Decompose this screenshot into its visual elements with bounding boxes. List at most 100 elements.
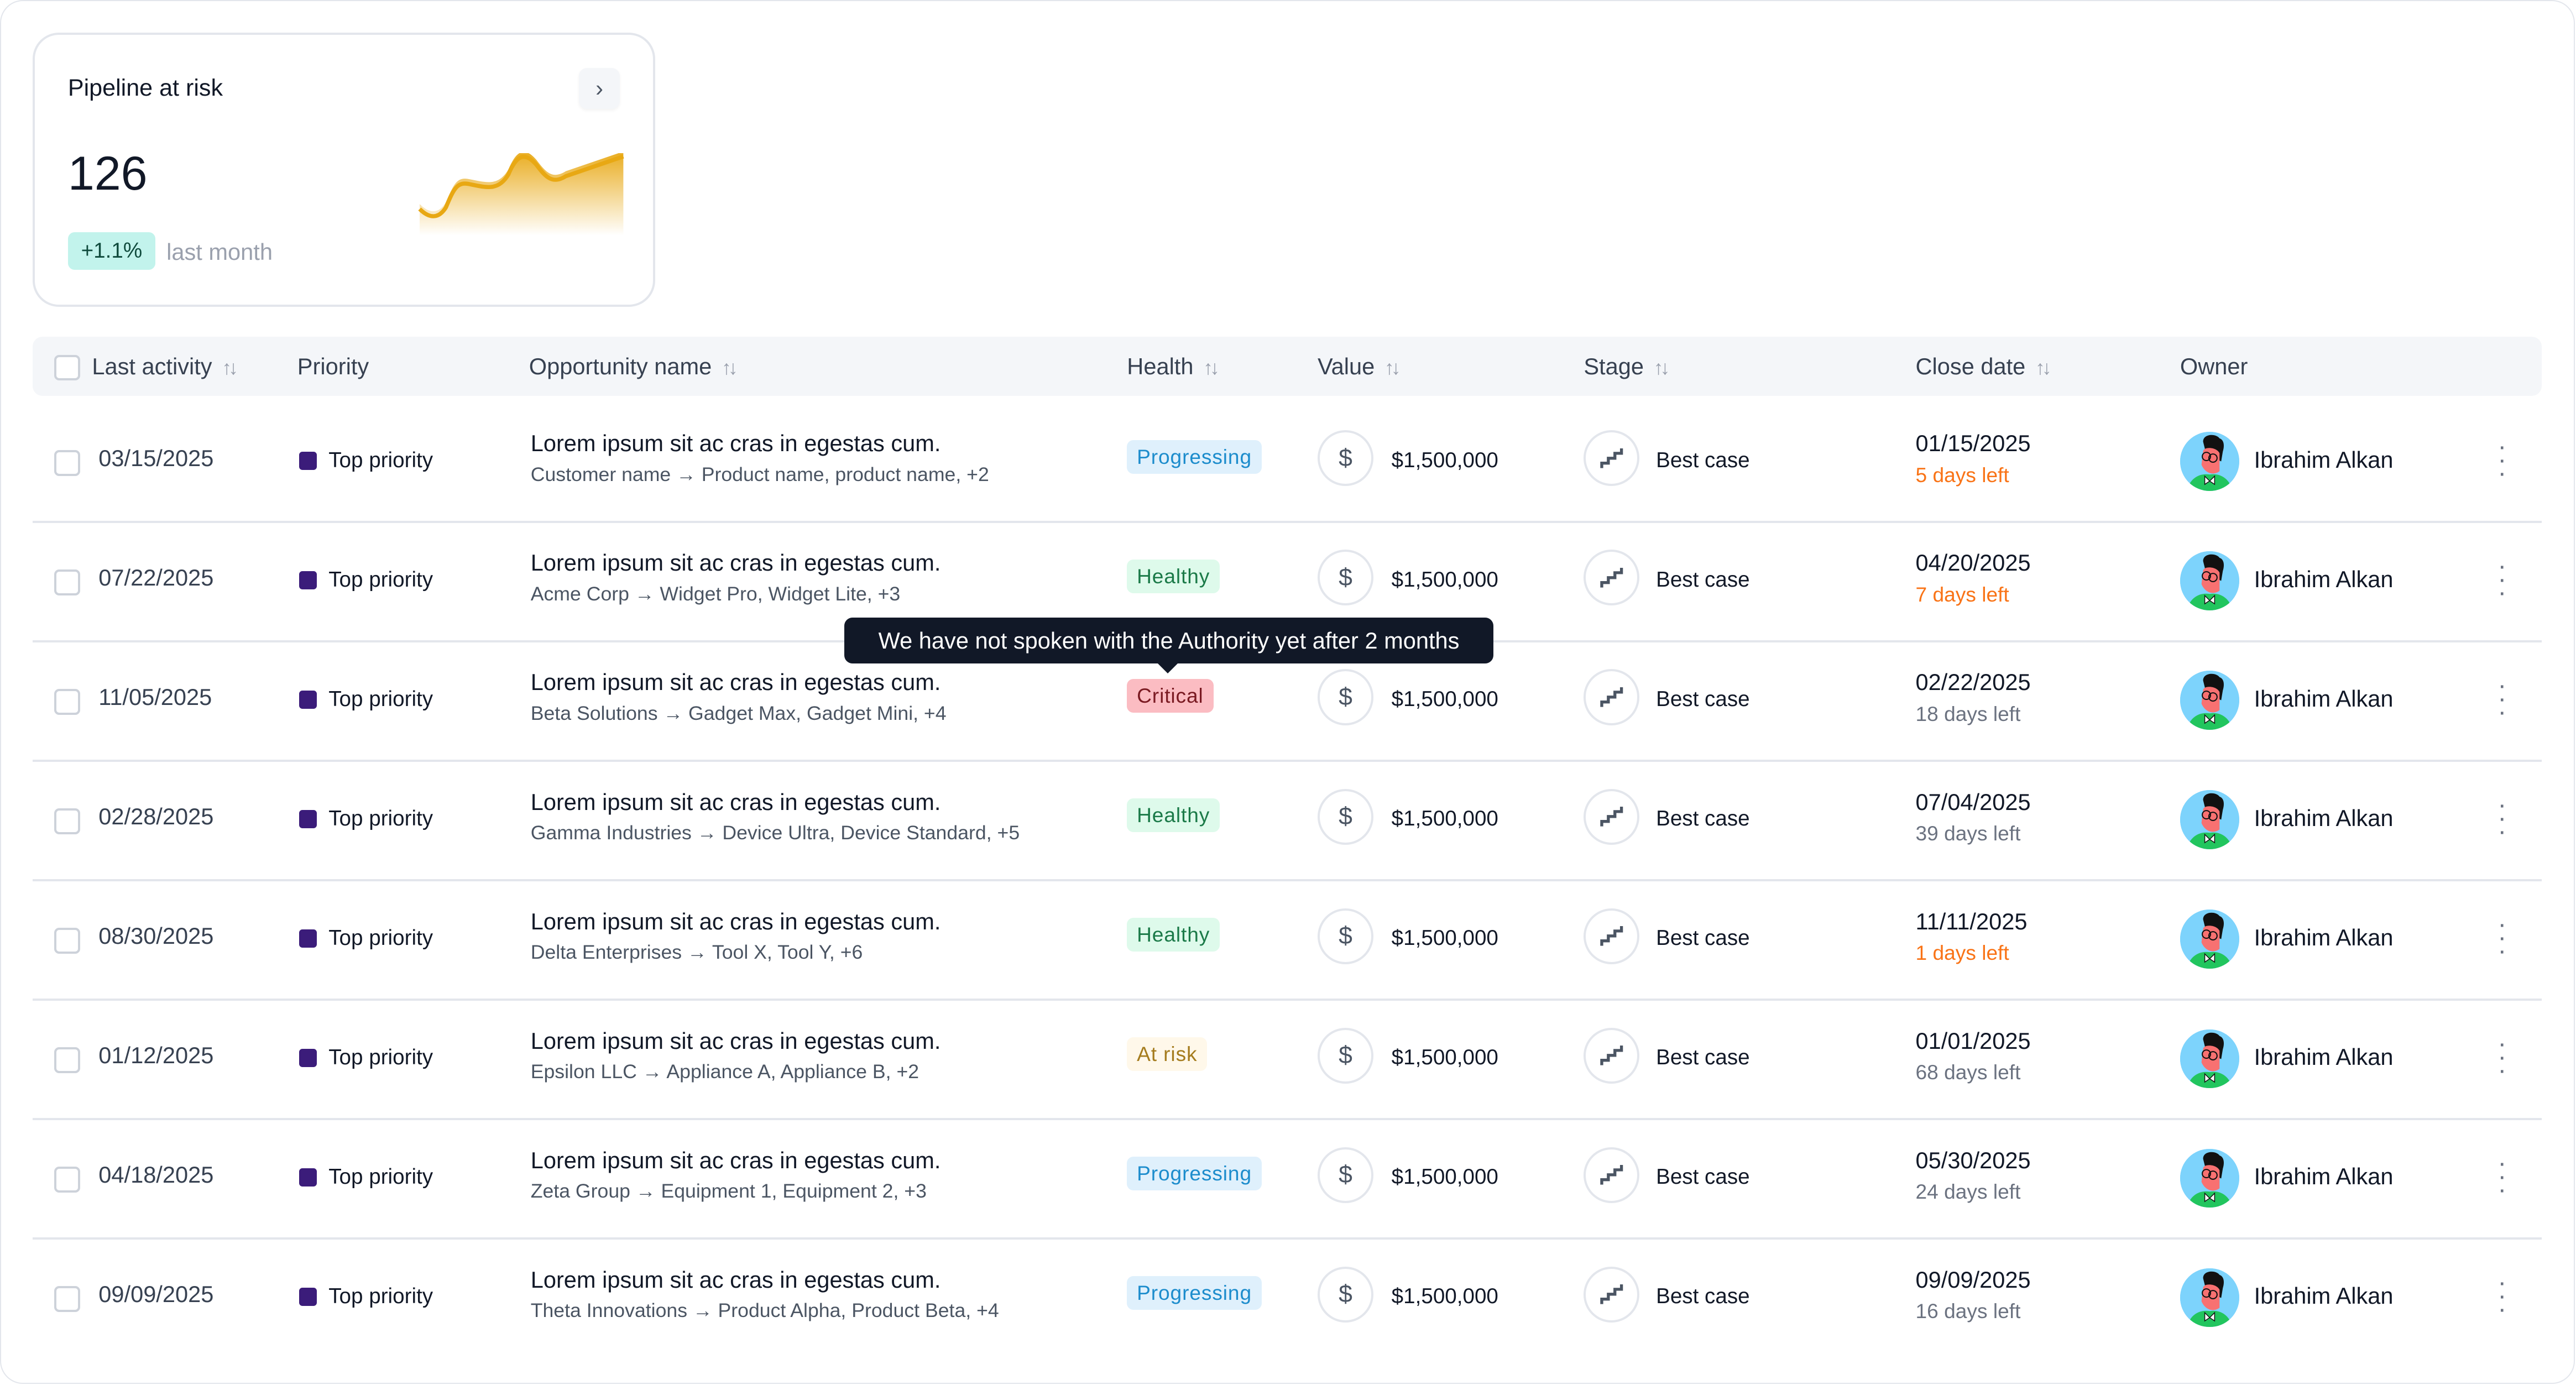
more-options-icon[interactable]: · · · [2497,910,2507,965]
opportunity-name[interactable]: Lorem ipsum sit ac cras in egestas cum. [530,669,941,696]
table-row[interactable]: 11/05/2025 Top priority Lorem ipsum sit ac… [33,641,2542,762]
opportunity-products: Acme Corp → Widget Pro, Widget Lite, +3 [530,582,901,605]
stage-label: Best case [1656,568,1750,592]
row-checkbox[interactable] [54,689,80,715]
column-header-owner: Owner [2180,353,2248,380]
table-row[interactable]: 02/28/2025 Top priority Lorem ipsum sit ac… [33,761,2542,881]
opportunity-products: Zeta Group → Equipment 1, Equipment 2, +… [530,1179,927,1202]
priority-label: Top priority [328,1046,433,1070]
opportunity-name[interactable]: Lorem ipsum sit ac cras in egestas cum. [530,1266,941,1293]
health-badge[interactable]: Healthy [1127,798,1220,833]
more-options-icon[interactable]: · · · [2497,551,2507,607]
owner-avatar [2180,432,2239,492]
days-left: 7 days left [1915,582,2009,606]
health-badge[interactable]: Progressing [1127,1276,1262,1310]
table-row[interactable]: 09/09/2025 Top priority Lorem ipsum sit ac… [33,1238,2541,1357]
more-options-icon[interactable]: · · · [2497,1148,2507,1204]
more-options-icon[interactable]: · · · [2497,1029,2507,1085]
opportunity-products: Theta Innovations → Product Alpha, Produ… [530,1299,999,1321]
last-activity: 11/05/2025 [98,684,212,710]
column-header-close-date[interactable]: Close date ↑↓ [1916,353,2052,380]
stairs-icon [1584,430,1640,487]
health-badge[interactable]: Healthy [1127,560,1220,594]
row-checkbox[interactable] [54,450,80,476]
table-row[interactable]: 01/12/2025 Top priority Lorem ipsum sit ac… [33,1000,2542,1120]
column-header-opportunity-name[interactable]: Opportunity name ↑↓ [529,353,738,380]
opportunity-name[interactable]: Lorem ipsum sit ac cras in egestas cum. [530,550,941,576]
row-checkbox[interactable] [54,808,80,834]
owner-avatar [2180,790,2239,850]
close-date: 01/01/2025 [1915,1027,2031,1054]
close-date: 02/22/2025 [1915,669,2031,696]
row-checkbox[interactable] [54,1286,80,1312]
health-badge[interactable]: Critical [1127,679,1214,713]
opportunity-name[interactable]: Lorem ipsum sit ac cras in egestas cum. [530,908,941,934]
column-header-label: Stage [1584,353,1644,379]
table-header: Last activity ↑↓ Priority Opportunity name ↑… [33,337,2542,396]
row-checkbox[interactable] [54,1167,80,1193]
stairs-icon [1584,1027,1640,1084]
days-left: 16 days left [1915,1299,2021,1323]
health-badge[interactable]: Healthy [1127,918,1220,952]
column-header-label: Owner [2180,353,2248,379]
sort-icon[interactable]: ↑↓ [1653,356,1670,379]
stage-label: Best case [1656,1165,1750,1189]
chevron-right-icon: › [595,75,603,101]
health-badge[interactable]: Progressing [1127,440,1262,474]
last-activity: 03/15/2025 [98,445,214,472]
priority-label: Top priority [328,448,433,473]
priority-icon [299,1288,317,1306]
table-row[interactable]: 03/15/2025 Top priority Lorem ipsum sit ac… [33,403,2542,523]
last-activity: 07/22/2025 [98,565,214,591]
opportunity-name[interactable]: Lorem ipsum sit ac cras in egestas cum. [530,788,941,815]
column-header-health[interactable]: Health ↑↓ [1127,353,1220,380]
health-badge[interactable]: At risk [1127,1037,1208,1072]
priority-label: Top priority [328,687,433,712]
sort-icon[interactable]: ↑↓ [722,356,738,379]
table-row[interactable]: 08/30/2025 Top priority Lorem ipsum sit ac… [33,880,2542,1001]
table-row[interactable]: 07/22/2025 Top priority Lorem ipsum sit ac… [33,522,2542,642]
close-date: 11/11/2025 [1915,908,2028,934]
days-left: 24 days left [1915,1179,2021,1203]
column-header-value[interactable]: Value ↑↓ [1318,353,1401,380]
health-badge[interactable]: Progressing [1127,1157,1262,1191]
opportunity-name[interactable]: Lorem ipsum sit ac cras in egestas cum. [530,430,941,457]
sort-icon[interactable]: ↑↓ [2035,356,2052,379]
owner-name: Ibrahim Alkan [2254,686,2394,712]
kpi-card-pipeline-at-risk: Pipeline at risk › 126 +1.1% last month [33,33,655,307]
stage-label: Best case [1656,448,1750,473]
column-header-stage[interactable]: Stage ↑↓ [1584,353,1670,380]
sort-icon[interactable]: ↑↓ [1203,356,1220,379]
more-options-icon[interactable]: · · · [2497,1268,2507,1324]
opportunity-value: $1,500,000 [1391,687,1498,712]
close-date: 04/20/2025 [1915,550,2031,576]
sparkline-line [418,154,624,219]
owner-name: Ibrahim Alkan [2254,1044,2394,1070]
sort-icon[interactable]: ↑↓ [222,356,238,379]
opportunity-value: $1,500,000 [1391,1046,1498,1070]
opportunity-products: Beta Solutions → Gadget Max, Gadget Mini… [530,702,947,724]
more-options-icon[interactable]: · · · [2497,790,2507,846]
column-header-label: Health [1127,353,1194,379]
table-row[interactable]: 04/18/2025 Top priority Lorem ipsum sit ac… [33,1119,2542,1240]
sort-icon[interactable]: ↑↓ [1384,356,1401,379]
last-activity: 08/30/2025 [98,923,214,949]
expand-button[interactable]: › [578,67,620,109]
owner-name: Ibrahim Alkan [2254,1283,2394,1309]
close-date: 05/30/2025 [1915,1147,2031,1173]
more-options-icon[interactable]: · · · [2497,432,2507,488]
kpi-value: 126 [67,147,148,201]
opportunity-value: $1,500,000 [1391,568,1498,592]
select-all-checkbox[interactable] [54,354,80,381]
more-options-icon[interactable]: · · · [2497,671,2507,727]
column-header-last-activity[interactable]: Last activity ↑↓ [92,353,238,380]
priority-label: Top priority [328,1165,433,1189]
owner-avatar [2180,551,2239,611]
opportunity-name[interactable]: Lorem ipsum sit ac cras in egestas cum. [530,1027,941,1054]
row-checkbox[interactable] [54,569,80,595]
row-checkbox[interactable] [54,928,80,954]
opportunity-name[interactable]: Lorem ipsum sit ac cras in egestas cum. [530,1147,941,1173]
opportunity-value: $1,500,000 [1391,1165,1498,1189]
opportunity-products: Delta Enterprises → Tool X, Tool Y, +6 [530,940,863,963]
row-checkbox[interactable] [54,1047,80,1073]
